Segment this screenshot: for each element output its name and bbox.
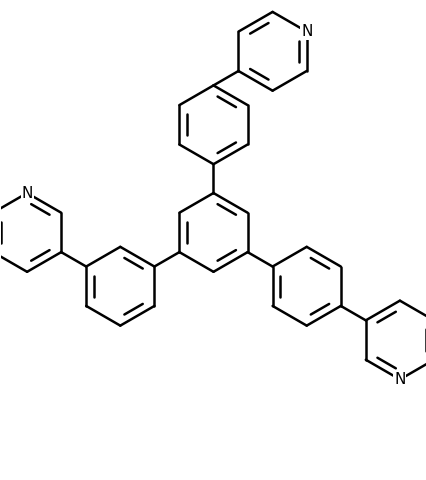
Text: N: N	[393, 372, 405, 387]
Text: N: N	[21, 186, 33, 201]
Text: N: N	[300, 24, 312, 39]
